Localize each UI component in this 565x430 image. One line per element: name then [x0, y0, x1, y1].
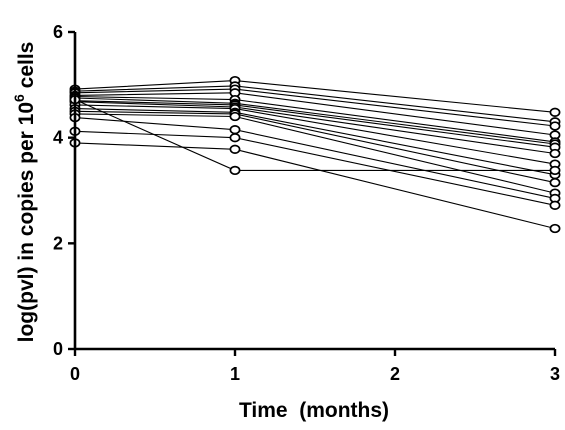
y-axis-title: log(pvl) in copies per 106 cells	[11, 42, 38, 343]
y-tick-label: 6	[53, 22, 63, 42]
y-axis-title-superscript: 6	[11, 94, 27, 102]
x-tick-label: 1	[230, 364, 240, 384]
data-point	[549, 148, 561, 159]
data-point	[229, 125, 241, 135]
series-line-7	[74, 100, 556, 148]
x-axis-title: Time (months)	[239, 399, 389, 422]
data-point	[549, 121, 561, 131]
data-point	[549, 223, 561, 234]
y-tick-label: 2	[53, 233, 63, 253]
y-tick-label: 0	[53, 339, 63, 359]
data-point	[549, 200, 561, 210]
x-tick-label: 3	[550, 364, 560, 384]
data-point	[549, 107, 561, 117]
data-point	[229, 133, 241, 143]
y-axis-title-main: log(pvl) in copies per 10	[15, 102, 38, 342]
data-point	[229, 165, 241, 176]
data-point	[229, 111, 241, 122]
x-tick-label: 2	[390, 364, 400, 384]
chart-marks	[69, 75, 561, 234]
chart-ticks: 0 2 4 6 0 1 2 3	[53, 22, 560, 384]
y-axis-title-tail: cells	[15, 42, 38, 95]
data-point	[549, 165, 561, 176]
series-line-13	[74, 117, 556, 199]
x-tick-label: 0	[70, 364, 80, 384]
data-point	[229, 144, 241, 154]
series-lines	[74, 80, 556, 230]
data-point	[549, 177, 561, 188]
series-line-15	[74, 142, 556, 230]
series-line-14	[74, 130, 556, 206]
chart-axes	[73, 32, 555, 351]
series-line-1	[74, 80, 556, 113]
y-tick-label: 4	[53, 128, 63, 148]
